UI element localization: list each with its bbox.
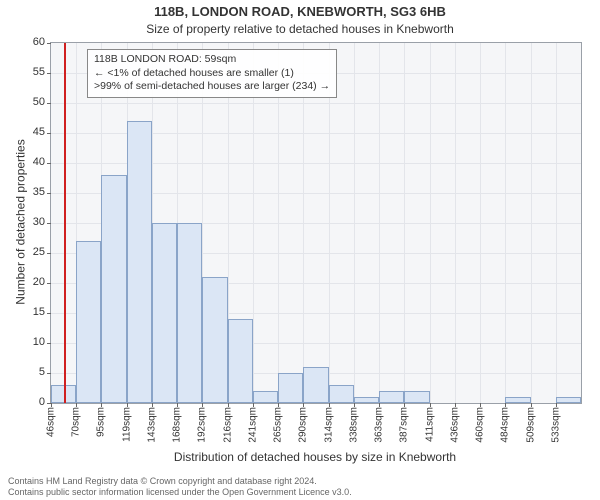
ytick-label: 5 xyxy=(5,366,45,378)
gridline-v xyxy=(379,43,380,403)
histogram-bar xyxy=(404,391,429,403)
ytick-mark xyxy=(47,223,51,224)
xtick-label: 484sqm xyxy=(500,407,511,443)
xtick-label: 533sqm xyxy=(550,407,561,443)
xtick-label: 314sqm xyxy=(323,407,334,443)
xtick-label: 363sqm xyxy=(374,407,385,443)
histogram-bar xyxy=(177,223,202,403)
xtick-label: 241sqm xyxy=(247,407,258,443)
xtick-label: 192sqm xyxy=(197,407,208,443)
ytick-label: 45 xyxy=(5,126,45,138)
ytick-mark xyxy=(47,313,51,314)
ytick-label: 50 xyxy=(5,96,45,108)
xtick-label: 143sqm xyxy=(146,407,157,443)
ytick-label: 10 xyxy=(5,336,45,348)
xtick-label: 265sqm xyxy=(273,407,284,443)
ytick-label: 60 xyxy=(5,36,45,48)
xtick-label: 216sqm xyxy=(222,407,233,443)
ytick-mark xyxy=(47,193,51,194)
gridline-v xyxy=(480,43,481,403)
histogram-bar xyxy=(228,319,253,403)
histogram-bar xyxy=(354,397,379,403)
ytick-label: 25 xyxy=(5,246,45,258)
ytick-label: 40 xyxy=(5,156,45,168)
xtick-label: 387sqm xyxy=(399,407,410,443)
ytick-mark xyxy=(47,163,51,164)
ytick-mark xyxy=(47,73,51,74)
annotation-line-3: >99% of semi-detached houses are larger … xyxy=(94,80,330,94)
plot-area: 46sqm70sqm95sqm119sqm143sqm168sqm192sqm2… xyxy=(50,42,582,404)
xtick-label: 290sqm xyxy=(298,407,309,443)
annotation-line-2: ← <1% of detached houses are smaller (1) xyxy=(94,67,330,81)
annotation-box: 118B LONDON ROAD: 59sqm ← <1% of detache… xyxy=(87,49,337,98)
chart-title: 118B, LONDON ROAD, KNEBWORTH, SG3 6HB xyxy=(0,4,600,19)
gridline-v xyxy=(455,43,456,403)
x-axis-label: Distribution of detached houses by size … xyxy=(50,450,580,464)
gridline-h xyxy=(51,103,581,104)
ytick-label: 35 xyxy=(5,186,45,198)
ytick-mark xyxy=(47,373,51,374)
annotation-line-1: 118B LONDON ROAD: 59sqm xyxy=(94,53,330,67)
histogram-bar xyxy=(101,175,126,403)
histogram-bar xyxy=(76,241,101,403)
xtick-label: 338sqm xyxy=(348,407,359,443)
histogram-bar xyxy=(329,385,354,403)
ytick-mark xyxy=(47,43,51,44)
ytick-label: 55 xyxy=(5,66,45,78)
footer: Contains HM Land Registry data © Crown c… xyxy=(8,476,592,498)
ytick-label: 20 xyxy=(5,276,45,288)
footer-line-2: Contains public sector information licen… xyxy=(8,487,592,498)
ytick-mark xyxy=(47,283,51,284)
gridline-v xyxy=(430,43,431,403)
xtick-label: 119sqm xyxy=(121,407,132,442)
ytick-label: 0 xyxy=(5,396,45,408)
xtick-label: 509sqm xyxy=(525,407,536,443)
gridline-v xyxy=(531,43,532,403)
histogram-bar xyxy=(379,391,404,403)
gridline-v xyxy=(404,43,405,403)
histogram-bar xyxy=(505,397,530,403)
histogram-bar xyxy=(127,121,152,403)
ytick-label: 30 xyxy=(5,216,45,228)
ytick-mark xyxy=(47,103,51,104)
xtick-label: 168sqm xyxy=(172,407,183,443)
xtick-label: 70sqm xyxy=(71,407,82,437)
xtick-label: 460sqm xyxy=(475,407,486,443)
histogram-bar xyxy=(278,373,303,403)
gridline-v xyxy=(556,43,557,403)
histogram-bar xyxy=(202,277,227,403)
footer-line-1: Contains HM Land Registry data © Crown c… xyxy=(8,476,592,487)
reference-line xyxy=(64,43,66,403)
histogram-bar xyxy=(556,397,581,403)
gridline-v xyxy=(505,43,506,403)
xtick-label: 46sqm xyxy=(46,407,57,437)
xtick-label: 436sqm xyxy=(449,407,460,443)
gridline-v xyxy=(354,43,355,403)
chart-container: 118B, LONDON ROAD, KNEBWORTH, SG3 6HB Si… xyxy=(0,0,600,500)
xtick-label: 411sqm xyxy=(424,407,435,442)
histogram-bar xyxy=(303,367,328,403)
ytick-mark xyxy=(47,343,51,344)
ytick-label: 15 xyxy=(5,306,45,318)
chart-subtitle: Size of property relative to detached ho… xyxy=(0,22,600,36)
histogram-bar xyxy=(152,223,177,403)
ytick-mark xyxy=(47,133,51,134)
xtick-label: 95sqm xyxy=(96,407,107,437)
histogram-bar xyxy=(253,391,278,403)
ytick-mark xyxy=(47,253,51,254)
